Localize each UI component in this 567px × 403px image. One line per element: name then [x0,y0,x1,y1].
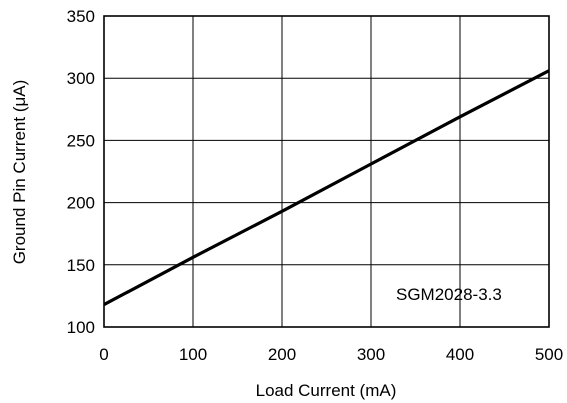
x-tick-label: 100 [179,345,207,364]
x-tick-label: 500 [535,345,563,364]
y-tick-label: 350 [67,7,95,26]
y-tick-label: 250 [67,131,95,150]
x-tick-label: 300 [357,345,385,364]
x-tick-label: 0 [99,345,108,364]
x-tick-label: 200 [268,345,296,364]
y-tick-label: 200 [67,194,95,213]
chart-annotation: SGM2028-3.3 [396,285,502,304]
plot-area [104,16,549,327]
y-tick-label: 100 [67,318,95,337]
y-axis-title: Ground Pin Current (μA) [10,80,29,265]
y-tick-label: 300 [67,69,95,88]
y-tick-label: 150 [67,256,95,275]
x-axis-title: Load Current (mA) [256,381,397,400]
x-tick-label: 400 [446,345,474,364]
